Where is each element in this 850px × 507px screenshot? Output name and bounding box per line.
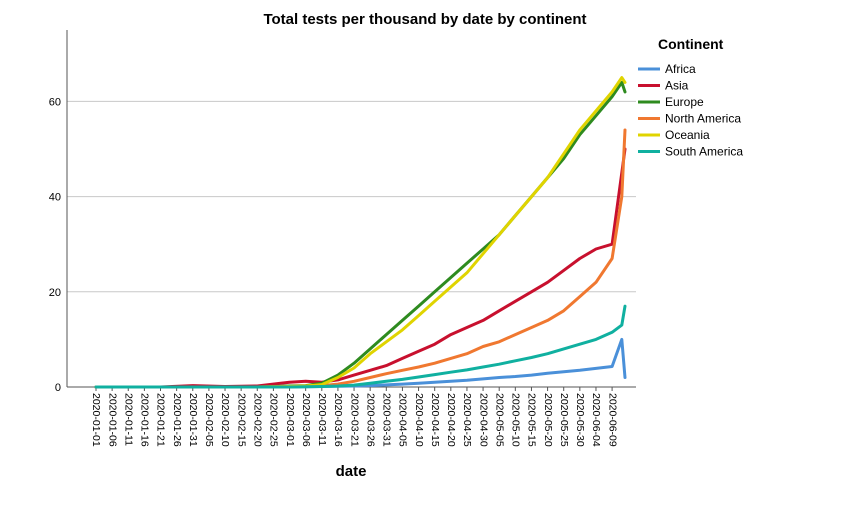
x-tick-label: 2020-05-25	[558, 393, 570, 447]
legend-entry: Oceania	[665, 128, 710, 142]
series-line-south-america	[94, 304, 627, 389]
x-tick-label: 2020-01-11	[122, 393, 134, 446]
x-tick-label: 2020-01-06	[106, 393, 118, 447]
y-tick-label: 40	[49, 192, 61, 204]
y-tick-label: 0	[55, 382, 61, 394]
x-tick-label: 2020-03-31	[381, 393, 393, 447]
x-tick-label: 2020-03-06	[300, 393, 312, 447]
x-tick-label: 2020-01-26	[171, 393, 183, 447]
series-line-asia	[94, 147, 627, 389]
x-tick-label: 2020-02-10	[219, 393, 231, 447]
x-tick-label: 2020-05-05	[493, 393, 505, 447]
x-tick-label: 2020-03-01	[284, 393, 296, 447]
chart-title: Total tests per thousand by date by cont…	[263, 11, 586, 28]
x-tick-label: 2020-04-20	[445, 393, 457, 447]
x-tick-label: 2020-03-11	[316, 393, 328, 446]
x-tick-label: 2020-06-04	[590, 393, 602, 447]
x-tick-label: 2020-04-05	[397, 393, 409, 447]
y-tick-label: 60	[49, 96, 61, 108]
x-tick-label: 2020-01-31	[187, 393, 199, 447]
x-tick-label: 2020-02-15	[235, 393, 247, 447]
series-line-oceania	[94, 76, 627, 389]
x-tick-label: 2020-05-15	[526, 393, 538, 447]
legend-entry: Asia	[665, 79, 689, 93]
series-line-europe	[94, 80, 627, 389]
x-tick-label: 2020-04-30	[477, 393, 489, 447]
x-tick-label: 2020-03-21	[348, 393, 360, 447]
x-tick-label: 2020-04-15	[429, 393, 441, 447]
legend-entry: Europe	[665, 95, 704, 109]
x-tick-label: 2020-05-30	[574, 393, 586, 447]
x-tick-label: 2020-04-10	[413, 393, 425, 447]
x-tick-label: 2020-01-21	[155, 393, 167, 447]
x-tick-label: 2020-02-25	[268, 393, 280, 447]
x-tick-label: 2020-01-01	[90, 393, 102, 447]
x-tick-label: 2020-05-20	[542, 393, 554, 447]
legend-entry: North America	[665, 112, 741, 126]
y-tick-label: 20	[49, 287, 61, 299]
x-tick-label: 2020-04-25	[461, 393, 473, 447]
x-tick-label: 2020-01-16	[139, 393, 151, 447]
legend-title: Continent	[658, 36, 724, 52]
legend-entry: South America	[665, 145, 743, 159]
x-tick-label: 2020-03-26	[364, 393, 376, 447]
x-tick-label: 2020-02-05	[203, 393, 215, 447]
series-line-north-america	[94, 128, 627, 389]
x-tick-label: 2020-02-20	[251, 393, 263, 447]
x-tick-label: 2020-06-09	[606, 393, 618, 447]
x-tick-label: 2020-05-10	[510, 393, 522, 447]
x-axis-label: date	[336, 463, 367, 480]
legend-entry: Africa	[665, 62, 696, 76]
x-tick-label: 2020-03-16	[332, 393, 344, 447]
